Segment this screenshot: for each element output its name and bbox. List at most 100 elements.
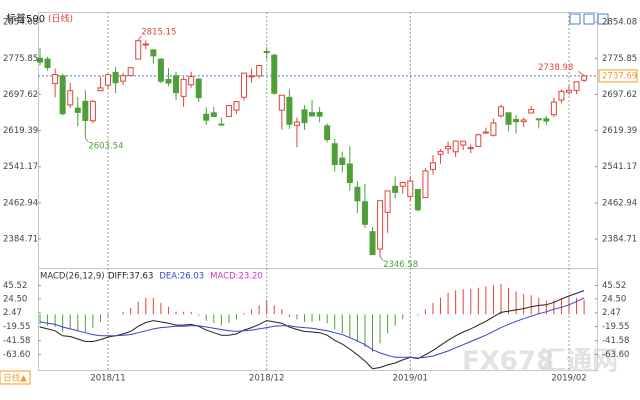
candle-body [414, 188, 421, 211]
candle-body [241, 72, 248, 98]
candle-body [52, 74, 59, 85]
extreme-label: 2603.54 [88, 141, 123, 151]
candle-body [256, 65, 263, 77]
toolbar [569, 13, 609, 25]
candle-body [505, 112, 512, 125]
macd-tick-label-right: -41.58 [602, 336, 629, 346]
candle-body [67, 90, 74, 106]
y-tick-label-right: 2619.39 [602, 126, 637, 136]
macd-legend-item: DIFF:37.63 [108, 272, 153, 282]
fullscreen-button[interactable] [597, 13, 609, 25]
candle-body [271, 54, 278, 94]
candle-body [218, 123, 225, 126]
candle-body [490, 122, 497, 136]
last-price-label: 2737.69 [602, 71, 637, 81]
candle-body [180, 78, 187, 97]
candle-body [263, 51, 270, 54]
candle-body [203, 113, 210, 121]
macd-title: MACD(26,12,9) [40, 272, 105, 282]
y-tick-label: 2541.17 [3, 162, 38, 172]
candle-body [581, 75, 588, 81]
annotation-leader [85, 137, 89, 143]
y-tick-label: 2384.71 [3, 235, 38, 245]
candle-body [558, 90, 565, 101]
candle-body [550, 101, 557, 116]
y-tick-label: 2854.08 [3, 18, 38, 28]
y-tick-label: 2619.39 [3, 126, 38, 136]
y-tick-label-right: 2384.71 [602, 235, 637, 245]
candle-body [210, 112, 217, 117]
candle-body [384, 190, 391, 213]
candle-body [135, 40, 142, 60]
candle-body [429, 162, 436, 170]
y-tick-label-right: 2697.62 [602, 90, 637, 100]
candle-body [286, 96, 293, 125]
candle-body [354, 186, 361, 202]
extreme-label: 2815.15 [141, 28, 176, 38]
candle-body [74, 107, 81, 113]
candle-body [59, 75, 66, 115]
y-tick-label: 2697.62 [3, 90, 38, 100]
period-label: (日线) [48, 13, 73, 25]
candle-body [120, 75, 127, 82]
zoom-in-button[interactable] [569, 13, 581, 25]
candle-body [173, 75, 180, 94]
candle-body [528, 109, 535, 114]
candle-body [452, 140, 459, 153]
macd-tick-label: -63.60 [3, 350, 30, 360]
y-tick-label-right: 2775.85 [602, 54, 637, 64]
candle-body [565, 89, 572, 93]
candle-body [127, 67, 134, 77]
candle-body [399, 182, 406, 187]
candle-body [475, 134, 482, 147]
macd-tick-label-right: -63.60 [602, 350, 629, 360]
candle-body [482, 131, 489, 134]
candle-body [467, 147, 474, 150]
candle-body [157, 58, 164, 82]
candle-body [460, 140, 467, 146]
dea-line [39, 297, 585, 359]
candle-body [392, 185, 399, 193]
candle-body [225, 105, 232, 117]
y-tick-label: 2775.85 [3, 54, 38, 64]
candle-body [301, 109, 308, 124]
x-tick-label: 2019/01 [393, 374, 428, 384]
x-tick-label: 2018/12 [249, 374, 284, 384]
candle-body [105, 74, 112, 86]
macd-tick-label-right: -19.55 [602, 322, 629, 332]
macd-panel [38, 268, 598, 371]
zoom-out-button[interactable] [583, 13, 595, 25]
macd-tick-label-right: 45.52 [602, 281, 626, 291]
candle-body [324, 125, 331, 141]
candle-body [309, 112, 316, 117]
macd-legend-item: DEA:26.03 [159, 272, 204, 282]
annotation-leader [379, 256, 384, 261]
macd-tick-label: 24.50 [3, 294, 27, 304]
y-tick-label-right: 2541.17 [602, 162, 637, 172]
candle-body [278, 94, 285, 111]
candle-body [573, 81, 580, 91]
extreme-label: 2346.58 [383, 260, 418, 270]
period-button-label: 日线▲ [3, 373, 27, 384]
candle-body [445, 145, 452, 150]
candle-body [248, 75, 255, 78]
candle-body [535, 118, 542, 121]
macd-tick-label-right: 24.50 [602, 294, 626, 304]
candle-body [407, 180, 414, 197]
extreme-label: 2738.98 [538, 63, 573, 73]
watermark-cn: 汇通网 [540, 347, 618, 377]
candle-body [37, 57, 43, 63]
watermark: FX678 [462, 347, 554, 377]
candle-body [513, 118, 520, 123]
candle-body [150, 49, 157, 57]
period-button[interactable] [0, 370, 31, 385]
chart-title: 标普500 [6, 12, 45, 25]
annotation-leader [577, 70, 585, 76]
candle-body [331, 143, 338, 166]
candle-body [142, 43, 149, 46]
candle-body [361, 201, 368, 225]
candle-body [369, 231, 376, 256]
candle-body [316, 111, 323, 117]
